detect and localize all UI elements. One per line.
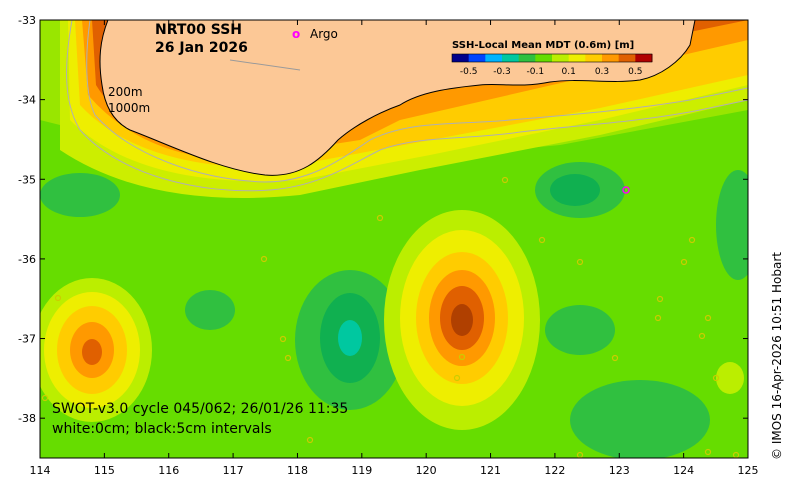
colorbar-swatch [618,54,636,62]
colorbar-ticks: -0.5 -0.3 -0.1 0.1 0.3 0.5 [460,67,643,77]
title-product: NRT00 SSH [155,22,242,38]
x-tick-label: 119 [351,464,372,477]
swot-info: SWOT-v3.0 cycle 045/062; 26/01/26 11:35 [52,401,348,417]
colorbar-swatch [502,54,520,62]
y-tick-label: -37 [18,333,36,346]
obs-dot [656,295,664,303]
argo-legend-symbol: o [292,27,300,41]
x-tick-label: 116 [158,464,179,477]
warm-patch-south-east [716,362,744,394]
colorbar-tick-label: 0.1 [562,67,576,77]
obs-dot [458,353,466,361]
colorbar-swatch [518,54,536,62]
contour-stub [229,59,301,71]
obs-dot [376,214,384,222]
obs-dot [704,314,712,322]
isobath-line-deep [66,20,748,192]
colorbar-swatch [602,54,620,62]
colorbar-swatch [552,54,570,62]
colorbar-tick-label: 0.5 [628,67,642,77]
y-axis: -33 -34 -35 -36 -37 -38 [18,14,748,425]
obs-dot [688,236,696,244]
colorbar-swatch [535,54,553,62]
obs-dot [279,335,287,343]
cold-patch-mid-east [545,305,615,355]
isobath-label-200m: 200m [108,85,143,99]
colorbar-tick-label: -0.5 [460,67,478,77]
cold-eddy-core [338,320,362,356]
x-tick-label: 117 [223,464,244,477]
isobath-label-1000m: 1000m [108,101,150,115]
colorbar-swatch [452,54,470,62]
coastline [99,20,696,176]
colorbar-title: SSH-Local Mean MDT (0.6m) [m] [452,40,634,51]
x-axis: 114 115 116 117 118 119 120 121 122 123 124 125 [30,20,759,477]
cold-region-south-east [570,380,710,458]
obs-dot [704,448,712,456]
eddy-patch-far-east [716,170,748,280]
x-tick-label: 121 [480,464,501,477]
obs-dot [680,258,688,266]
eddy-patch-west [40,173,120,217]
obs-dot [611,354,619,362]
obs-dot [538,236,546,244]
warm-eddy-west-core [82,339,102,365]
x-tick-label: 118 [287,464,308,477]
colorbar-swatch [468,54,486,62]
eddy-patch-east-core [550,174,600,206]
y-tick-label: -36 [18,253,36,266]
x-tick-label: 124 [673,464,694,477]
y-tick-label: -35 [18,173,36,186]
colorbar-tick-label: -0.1 [527,67,545,77]
colorbar-swatch [568,54,586,62]
y-tick-label: -38 [18,412,36,425]
warm-eddy-center-core [451,304,473,336]
x-tick-label: 120 [416,464,437,477]
plot-frame [39,19,749,459]
obs-dot [501,176,509,184]
obs-dot [453,374,461,382]
colorbar-tick-label: 0.3 [595,67,609,77]
y-tick-label: -34 [18,94,36,107]
title-date: 26 Jan 2026 [155,40,248,56]
obs-dot [712,374,720,382]
x-tick-label: 114 [30,464,51,477]
colorbar-swatch [585,54,603,62]
argo-float-marker [622,186,630,194]
cold-patch-mid-west [185,290,235,330]
colorbar-tick-label: -0.3 [493,67,511,77]
colorbar [451,53,653,63]
colorbar-swatch [635,54,653,62]
colorbar-swatch [485,54,503,62]
colorbar-frame [451,53,653,63]
contour-info: white:0cm; black:5cm intervals [52,421,272,437]
obs-dot [698,332,706,340]
x-tick-label: 122 [544,464,565,477]
obs-dot [260,255,268,263]
obs-dot [41,394,49,402]
obs-dot [654,314,662,322]
x-tick-label: 115 [94,464,115,477]
x-tick-label: 125 [738,464,759,477]
obs-dot [54,294,62,302]
obs-dot [306,436,314,444]
argo-legend-label: Argo [310,27,338,41]
x-tick-label: 123 [609,464,630,477]
credit-text: © IMOS 16-Apr-2026 10:51 Hobart [770,252,784,460]
isobath-line-shallow [86,20,748,183]
obs-dot [576,258,584,266]
obs-dot [284,354,292,362]
y-tick-label: -33 [18,14,36,27]
